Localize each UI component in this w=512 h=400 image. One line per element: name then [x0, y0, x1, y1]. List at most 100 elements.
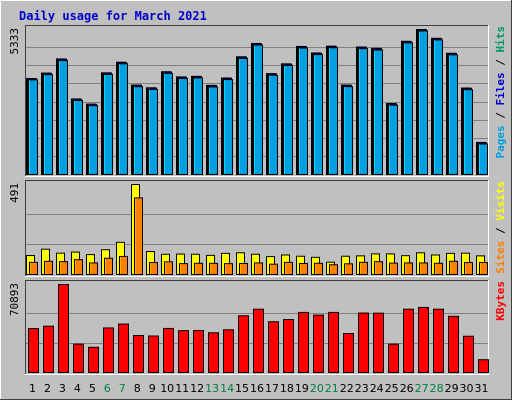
- bar-hits-pages-day-13: [208, 86, 218, 175]
- x-tick-label-day-9: 9: [149, 382, 156, 395]
- bar-hits-pages-day-18: [283, 64, 293, 175]
- panel-kbytes-max-label: 70893: [8, 283, 21, 316]
- x-tick-label-day-3: 3: [59, 382, 66, 395]
- bar-hits-pages-day-6: [103, 73, 113, 175]
- bar-hits-pages-day-5: [88, 105, 98, 175]
- legend-entry: Visits: [494, 181, 507, 221]
- panel-hits-max-label: 5333: [8, 28, 21, 55]
- bar-kbytes-kbytes-day-1: [28, 328, 39, 373]
- bar-kbytes-kbytes-day-29: [448, 315, 459, 373]
- bar-visits-sites-day-21: [329, 264, 338, 276]
- x-tick-label-day-15: 15: [235, 382, 249, 395]
- bar-kbytes-kbytes-day-25: [388, 343, 399, 373]
- x-tick-label-day-11: 11: [175, 382, 189, 395]
- panel-hits: 5333 Pages / Files / Hits: [8, 25, 507, 177]
- bar-visits-sites-day-8: [134, 197, 143, 275]
- x-tick-label-day-25: 25: [385, 382, 399, 395]
- chart-panels: 5333 Pages / Files / Hits 491 Sites / Visit…: [8, 25, 507, 375]
- bar-hits-pages-day-24: [373, 49, 383, 176]
- x-tick-label-day-14: 14: [220, 382, 234, 395]
- bar-visits-sites-day-12: [194, 262, 203, 275]
- bar-hits-pages-day-3: [58, 60, 68, 175]
- x-tick-label-day-18: 18: [280, 382, 294, 395]
- panel-kbytes: 70893 KBytes: [8, 280, 507, 375]
- bar-hits-pages-day-1: [28, 79, 38, 175]
- panel-hits-legend: Pages / Files / Hits: [494, 26, 507, 159]
- bar-hits-pages-day-20: [313, 54, 323, 175]
- bar-hits-pages-day-31: [478, 143, 488, 175]
- legend-entry: KBytes: [494, 281, 507, 321]
- bar-hits-pages-day-17: [268, 74, 278, 175]
- x-tick-label-day-7: 7: [119, 382, 126, 395]
- bar-kbytes-kbytes-day-19: [298, 311, 309, 373]
- bar-kbytes-kbytes-day-15: [238, 315, 249, 373]
- bar-visits-sites-day-11: [179, 263, 188, 275]
- bar-kbytes-kbytes-day-22: [343, 333, 354, 373]
- panel-visits-max-label: 491: [8, 183, 21, 203]
- bar-kbytes-kbytes-day-26: [403, 308, 414, 374]
- bar-kbytes-kbytes-day-28: [433, 308, 444, 374]
- bar-kbytes-kbytes-day-27: [418, 306, 429, 374]
- x-tick-label-day-23: 23: [355, 382, 369, 395]
- bar-kbytes-kbytes-day-7: [118, 323, 129, 374]
- bar-kbytes-kbytes-day-3: [58, 284, 69, 373]
- bar-hits-pages-day-10: [163, 72, 173, 175]
- bar-kbytes-kbytes-day-9: [148, 335, 159, 373]
- bar-visits-sites-day-20: [314, 262, 323, 275]
- x-tick-label-day-28: 28: [430, 382, 444, 395]
- x-tick-label-day-8: 8: [134, 382, 141, 395]
- bar-visits-sites-day-14: [224, 263, 233, 275]
- x-axis-labels: 1 2 3 4 5 6 7 8 9 10 11 12 13 14 15 16 17 18 19 20 21 22 23 24 2…: [29, 382, 489, 395]
- legend-entry: /: [494, 221, 507, 241]
- legend-entry: Pages: [494, 125, 507, 158]
- bar-visits-sites-day-16: [254, 262, 263, 276]
- bar-kbytes-kbytes-day-12: [193, 330, 204, 374]
- bar-visits-sites-day-7: [119, 255, 128, 275]
- x-tick-label-day-2: 2: [44, 382, 51, 395]
- legend-entry: /: [494, 53, 507, 73]
- bar-kbytes-kbytes-day-30: [463, 335, 474, 373]
- x-tick-label-day-26: 26: [400, 382, 414, 395]
- bar-kbytes-kbytes-day-8: [133, 335, 144, 373]
- bar-visits-sites-day-19: [299, 262, 308, 275]
- legend-entry: Hits: [494, 26, 507, 53]
- bar-hits-pages-day-16: [253, 44, 263, 176]
- bar-hits-pages-day-26: [403, 42, 413, 175]
- bar-hits-pages-day-12: [193, 77, 203, 175]
- bar-visits-sites-day-30: [464, 262, 473, 276]
- bar-visits-sites-day-28: [434, 262, 443, 275]
- series-sites: [29, 197, 488, 276]
- bar-kbytes-kbytes-day-14: [223, 329, 234, 374]
- panel-visits: 491 Sites / Visits: [8, 180, 507, 277]
- bar-hits-pages-day-25: [388, 104, 398, 175]
- series-pages: [28, 30, 488, 176]
- bar-hits-pages-day-7: [118, 63, 128, 175]
- bar-hits-pages-day-27: [418, 30, 428, 176]
- bar-hits-pages-day-23: [358, 48, 368, 175]
- bar-kbytes-kbytes-day-18: [283, 318, 294, 374]
- bar-visits-sites-day-27: [419, 262, 428, 276]
- series-kbytes: [28, 284, 489, 374]
- bar-kbytes-kbytes-day-4: [73, 343, 84, 373]
- x-tick-label-day-20: 20: [310, 382, 324, 395]
- bar-hits-pages-day-29: [448, 54, 458, 175]
- bar-visits-sites-day-24: [374, 261, 383, 275]
- bar-kbytes-kbytes-day-20: [313, 314, 324, 374]
- bar-hits-pages-day-9: [148, 88, 158, 175]
- bar-visits-sites-day-29: [449, 260, 458, 275]
- x-tick-label-day-17: 17: [265, 382, 279, 395]
- x-tick-label-day-6: 6: [104, 382, 111, 395]
- bar-visits-sites-day-18: [284, 261, 293, 276]
- bar-kbytes-kbytes-day-11: [178, 330, 189, 373]
- bar-visits-sites-day-15: [239, 262, 248, 275]
- bar-visits-sites-day-3: [59, 261, 68, 275]
- x-tick-label-day-12: 12: [190, 382, 204, 395]
- x-tick-label-day-4: 4: [74, 382, 81, 395]
- x-tick-label-day-19: 19: [295, 382, 309, 395]
- legend-entry: /: [494, 106, 507, 126]
- bar-visits-sites-day-1: [29, 261, 38, 276]
- bar-visits-sites-day-17: [269, 263, 278, 275]
- bar-hits-pages-day-22: [343, 86, 353, 175]
